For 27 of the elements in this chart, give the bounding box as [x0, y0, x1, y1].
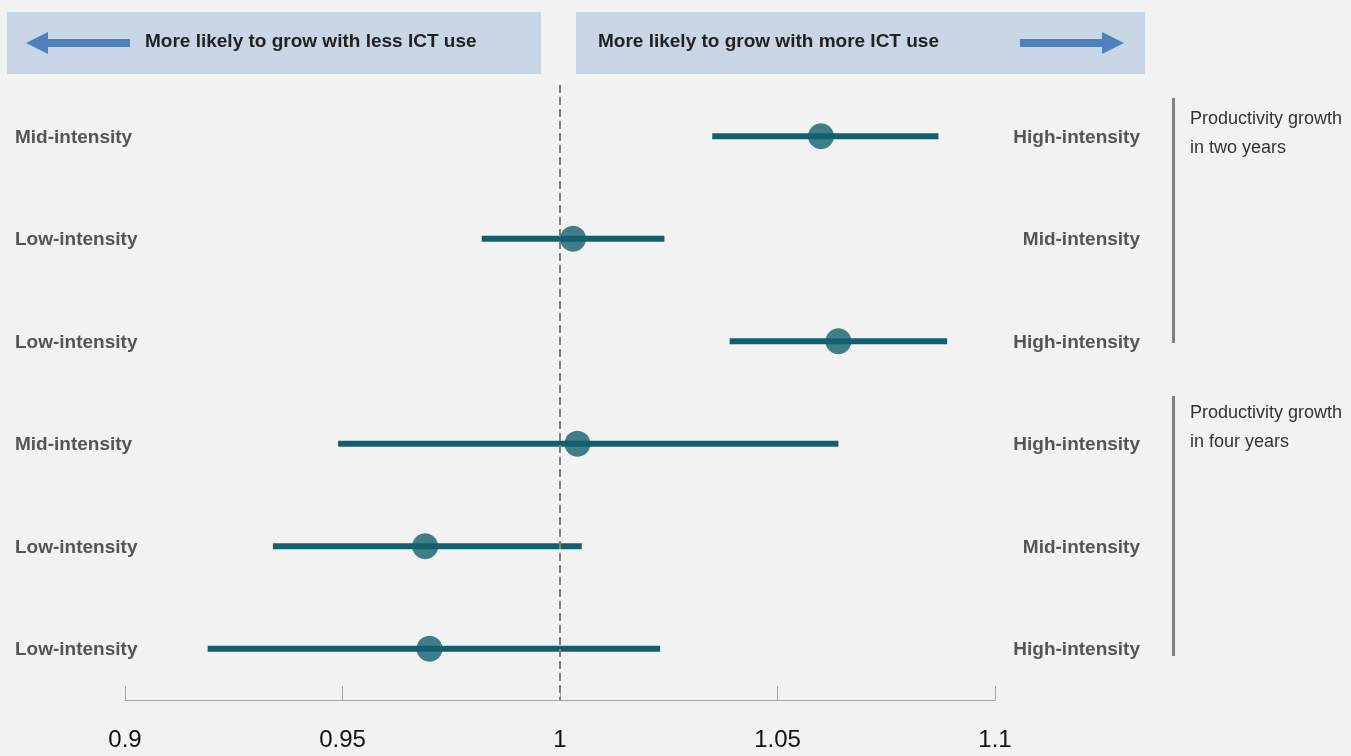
x-tick-label: 1.05 [754, 724, 801, 752]
point [560, 225, 587, 252]
y2-tick-label: High-intensity [1013, 125, 1141, 147]
point [564, 430, 591, 457]
x-tick-label: 0.9 [108, 724, 142, 752]
text: More likely to grow with more ICT use [598, 30, 939, 52]
y-tick-label: Low-intensity [15, 330, 138, 352]
text: Productivity growth in four years [1190, 401, 1344, 453]
x-tick-label: 0.95 [319, 724, 366, 752]
text: Productivity growth in two years [1190, 107, 1344, 159]
point [412, 533, 439, 560]
y2-tick-label: Mid-intensity [1022, 228, 1141, 250]
y-tick-label: Low-intensity [15, 638, 138, 660]
y-tick-label: Mid-intensity [15, 125, 133, 147]
point [416, 635, 443, 662]
y-tick-label: Low-intensity [15, 535, 138, 557]
point [808, 123, 834, 150]
y2-tick-label: High-intensity [1013, 433, 1141, 455]
y2-tick-label: High-intensity [1013, 638, 1141, 660]
text: More likely to grow with less ICT use [145, 30, 477, 52]
y-tick-label: Mid-intensity [15, 433, 133, 455]
x-tick-label: 1.1 [978, 724, 1012, 752]
y2-tick-label: Mid-intensity [1022, 535, 1141, 557]
y-tick-label: Low-intensity [15, 228, 138, 250]
y2-tick-label: High-intensity [1013, 330, 1141, 352]
x-tick-label: 1 [553, 724, 567, 752]
point [825, 328, 852, 355]
